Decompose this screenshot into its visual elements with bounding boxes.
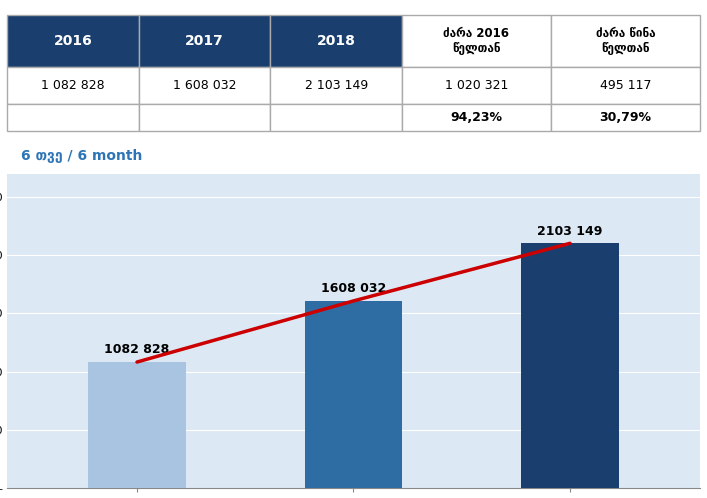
Bar [551,67,700,104]
Bar [270,15,402,67]
Bar [402,104,551,131]
Text: 94,23%: 94,23% [450,111,503,124]
Text: 30,79%: 30,79% [600,111,651,124]
Text: 1 608 032: 1 608 032 [173,79,236,92]
Text: 1608 032: 1608 032 [321,282,386,295]
Text: 1082 828: 1082 828 [105,344,170,357]
Bar [7,15,139,67]
Bar [7,104,139,131]
Text: ძარა 2016
წელთან: ძარა 2016 წელთან [443,27,510,55]
Bar [7,67,139,104]
Bar [521,244,619,488]
Bar [139,67,270,104]
Bar [551,15,700,67]
Text: ძარა წინა
წელთან: ძარა წინა წელთან [595,27,655,55]
Bar [139,15,270,67]
Bar [139,104,270,131]
Text: 1 020 321: 1 020 321 [445,79,508,92]
Bar [402,67,551,104]
Text: 2 103 149: 2 103 149 [305,79,368,92]
Text: 1 082 828: 1 082 828 [41,79,105,92]
Bar [88,362,186,488]
Text: 2103 149: 2103 149 [537,225,602,238]
Text: 6 თვე / 6 month: 6 თვე / 6 month [21,149,142,163]
Text: 2017: 2017 [185,34,224,48]
Bar [402,15,551,67]
Bar [270,104,402,131]
Text: 495 117: 495 117 [600,79,651,92]
Text: 2018: 2018 [317,34,356,48]
Text: 2016: 2016 [54,34,93,48]
Bar [551,104,700,131]
Bar [270,67,402,104]
Bar [305,301,402,488]
